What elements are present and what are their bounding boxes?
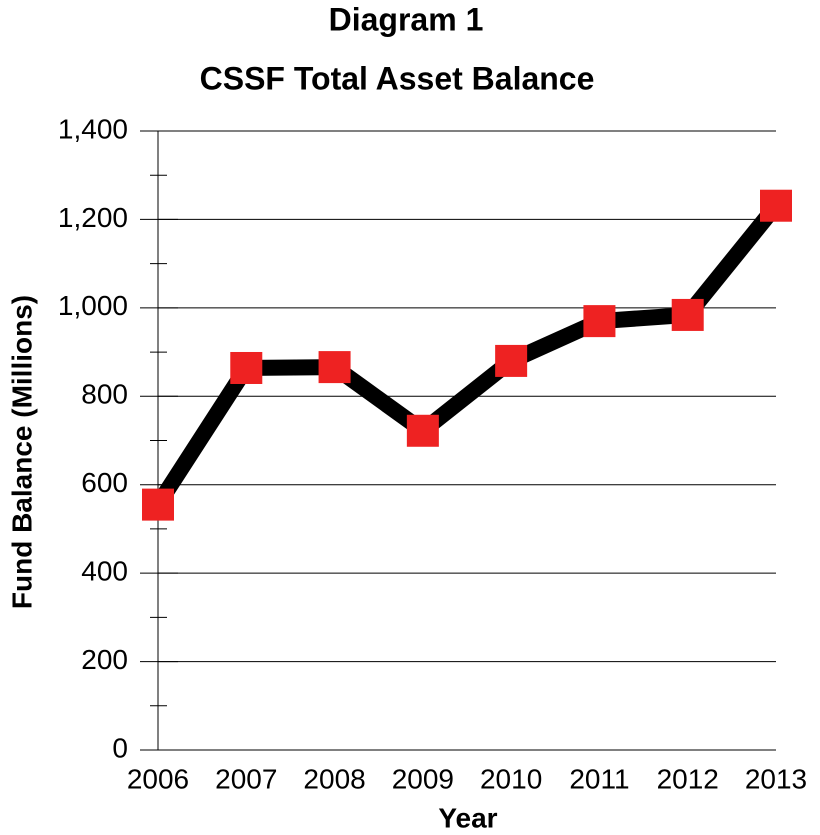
- data-marker: [406, 414, 439, 447]
- data-marker: [142, 488, 174, 521]
- data-marker: [760, 189, 792, 222]
- y-tick-label: 1,200: [58, 202, 128, 233]
- chart-subtitle: CSSF Total Asset Balance: [200, 60, 595, 96]
- x-tick-label: 2006: [127, 763, 189, 794]
- x-axis-title: Year: [438, 802, 497, 833]
- y-tick-label: 600: [81, 467, 128, 498]
- y-tick-label: 0: [112, 732, 128, 763]
- x-tick-label: 2013: [745, 763, 807, 794]
- x-tick-label: 2007: [215, 763, 277, 794]
- y-tick-label: 400: [81, 556, 128, 587]
- y-tick-label: 1,000: [58, 290, 128, 321]
- x-tick-label: 2009: [392, 763, 454, 794]
- chart-title: Diagram 1: [329, 1, 484, 37]
- x-tick-label: 2008: [303, 763, 365, 794]
- y-tick-label: 800: [81, 379, 128, 410]
- x-tick-label: 2010: [480, 763, 542, 794]
- x-tick-label: 2011: [569, 763, 629, 794]
- data-marker: [671, 298, 704, 331]
- data-marker: [495, 344, 528, 377]
- data-marker: [230, 351, 263, 384]
- data-marker: [583, 305, 616, 338]
- y-tick-label: 1,400: [58, 113, 128, 144]
- y-axis-title: Fund Balance (Millions): [6, 295, 37, 609]
- x-tick-label: 2012: [657, 763, 719, 794]
- data-marker: [318, 351, 351, 384]
- y-tick-label: 200: [81, 644, 128, 675]
